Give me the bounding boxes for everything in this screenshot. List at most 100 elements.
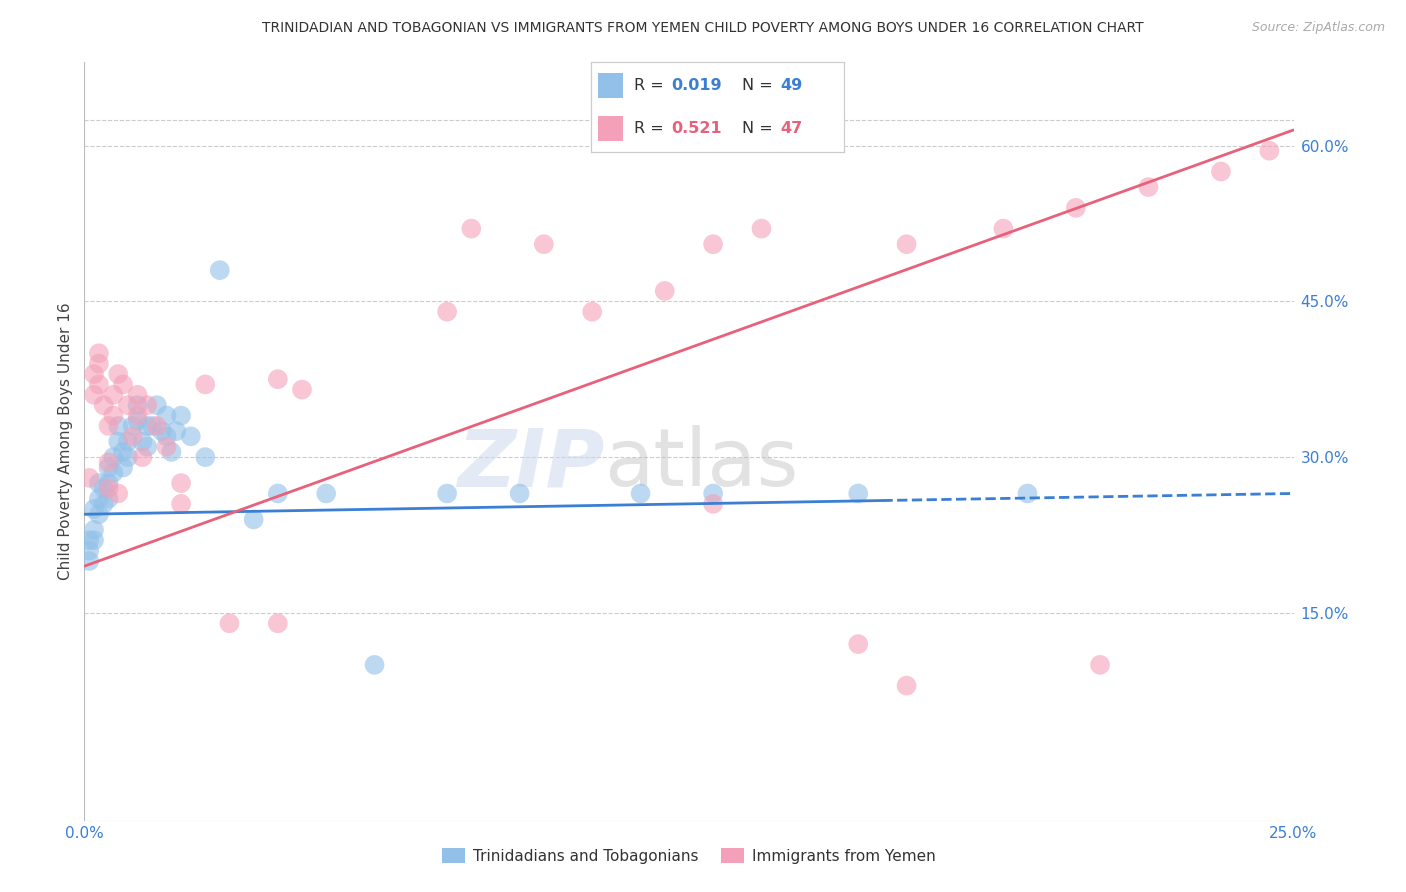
- Point: [127, 398, 149, 412]
- Point: [291, 383, 314, 397]
- Text: 47: 47: [780, 121, 803, 136]
- Point: [702, 497, 724, 511]
- Point: [436, 304, 458, 318]
- Point: [180, 429, 202, 443]
- Point: [630, 486, 652, 500]
- Point: [97, 419, 120, 434]
- Point: [533, 237, 555, 252]
- Point: [117, 398, 139, 412]
- Point: [141, 419, 163, 434]
- Point: [97, 455, 120, 469]
- Point: [93, 497, 115, 511]
- Point: [194, 450, 217, 464]
- Point: [107, 419, 129, 434]
- Point: [121, 419, 143, 434]
- Text: 0.521: 0.521: [672, 121, 723, 136]
- Point: [702, 237, 724, 252]
- Point: [103, 450, 125, 464]
- Point: [150, 424, 173, 438]
- Point: [242, 512, 264, 526]
- Point: [194, 377, 217, 392]
- Text: atlas: atlas: [605, 425, 799, 503]
- Point: [702, 486, 724, 500]
- Point: [896, 237, 918, 252]
- Point: [751, 221, 773, 235]
- Bar: [598, 116, 623, 141]
- Point: [83, 523, 105, 537]
- Point: [77, 554, 100, 568]
- Point: [87, 508, 110, 522]
- Point: [208, 263, 231, 277]
- Point: [1088, 657, 1111, 672]
- Point: [83, 388, 105, 402]
- Point: [1017, 486, 1039, 500]
- Legend: Trinidadians and Tobagonians, Immigrants from Yemen: Trinidadians and Tobagonians, Immigrants…: [436, 842, 942, 870]
- Point: [146, 419, 169, 434]
- Point: [1064, 201, 1087, 215]
- Point: [97, 491, 120, 506]
- Text: ZIP: ZIP: [457, 425, 605, 503]
- Point: [87, 377, 110, 392]
- Point: [112, 445, 135, 459]
- Point: [1137, 180, 1160, 194]
- Point: [97, 481, 120, 495]
- Point: [846, 486, 869, 500]
- Point: [146, 398, 169, 412]
- Point: [107, 486, 129, 500]
- Point: [87, 476, 110, 491]
- Point: [131, 450, 153, 464]
- Point: [121, 429, 143, 443]
- Point: [160, 445, 183, 459]
- Point: [97, 460, 120, 475]
- Y-axis label: Child Poverty Among Boys Under 16: Child Poverty Among Boys Under 16: [58, 302, 73, 581]
- Point: [267, 372, 290, 386]
- Point: [654, 284, 676, 298]
- Point: [97, 476, 120, 491]
- Point: [136, 398, 159, 412]
- Point: [170, 476, 193, 491]
- Point: [112, 377, 135, 392]
- Point: [77, 471, 100, 485]
- Point: [83, 502, 105, 516]
- Text: 0.019: 0.019: [672, 78, 723, 93]
- Point: [87, 346, 110, 360]
- Point: [136, 419, 159, 434]
- Point: [993, 221, 1015, 235]
- Point: [107, 367, 129, 381]
- Point: [103, 409, 125, 423]
- Point: [218, 616, 240, 631]
- Text: TRINIDADIAN AND TOBAGONIAN VS IMMIGRANTS FROM YEMEN CHILD POVERTY AMONG BOYS UND: TRINIDADIAN AND TOBAGONIAN VS IMMIGRANTS…: [262, 21, 1144, 35]
- Point: [509, 486, 531, 500]
- Point: [127, 409, 149, 423]
- Point: [267, 616, 290, 631]
- Point: [363, 657, 385, 672]
- Point: [846, 637, 869, 651]
- Point: [77, 543, 100, 558]
- Point: [112, 460, 135, 475]
- Point: [165, 424, 187, 438]
- Point: [315, 486, 337, 500]
- Point: [131, 434, 153, 449]
- Point: [103, 466, 125, 480]
- Point: [460, 221, 482, 235]
- Text: R =: R =: [634, 121, 668, 136]
- Point: [896, 679, 918, 693]
- Text: Source: ZipAtlas.com: Source: ZipAtlas.com: [1251, 21, 1385, 34]
- Point: [155, 409, 177, 423]
- Text: N =: N =: [742, 78, 779, 93]
- Point: [1209, 164, 1232, 178]
- Point: [87, 357, 110, 371]
- Point: [170, 497, 193, 511]
- Point: [136, 440, 159, 454]
- Point: [127, 388, 149, 402]
- Bar: [598, 73, 623, 98]
- Point: [1258, 144, 1281, 158]
- Text: N =: N =: [742, 121, 779, 136]
- Point: [155, 440, 177, 454]
- Point: [155, 429, 177, 443]
- Point: [83, 367, 105, 381]
- Point: [103, 388, 125, 402]
- Point: [127, 414, 149, 428]
- Point: [267, 486, 290, 500]
- Point: [117, 434, 139, 449]
